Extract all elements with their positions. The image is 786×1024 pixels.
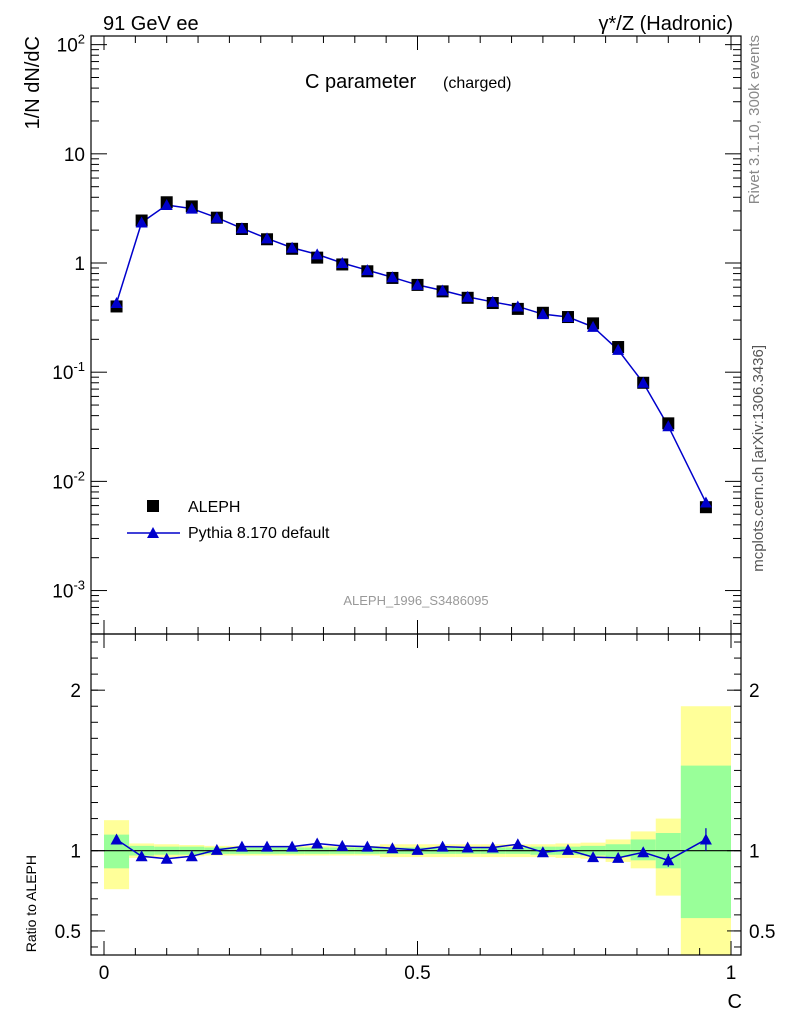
ratio-mc-point (536, 846, 549, 858)
pythia-point (185, 202, 198, 214)
header-left: 91 GeV ee (103, 13, 199, 35)
ratio-mc-point (561, 843, 574, 855)
pythia-point (160, 198, 173, 210)
ratio-mc-point (185, 850, 198, 862)
main-ytick-label: 10-2 (52, 468, 85, 493)
ratio-mc-point (587, 851, 600, 863)
x-tick-label: 1 (726, 963, 737, 984)
ratio-mc-point (110, 833, 123, 845)
pythia-point (511, 300, 524, 312)
chart-title: C parameter (305, 71, 416, 93)
ratio-mc-point (210, 843, 223, 855)
ratio-bands (104, 706, 731, 955)
pythia-point (311, 248, 324, 260)
pythia-point (210, 211, 223, 223)
ratio-mc-point (662, 854, 675, 866)
chart-title-suffix: (charged) (443, 75, 511, 92)
ratio-ytick-label-left: 2 (70, 681, 81, 702)
main-series (110, 196, 712, 514)
pythia-point (110, 297, 123, 309)
legend-label-aleph: ALEPH (188, 499, 240, 516)
pythia-point (699, 496, 712, 508)
main-frame (90, 35, 742, 635)
pythia-point (436, 284, 449, 296)
rivet-label: Rivet 3.1.10, 300k events (746, 35, 763, 204)
x-tick-label: 0 (99, 963, 110, 984)
main-ytick-label: 1 (74, 254, 85, 275)
ratio-ytick-label-right: 2 (749, 681, 760, 702)
legend-marker-pythia (147, 527, 159, 538)
main-axes: 10-3 10-2 10-1 1 10 102 (52, 32, 742, 635)
ratio-mc-point (235, 840, 248, 852)
pythia-point (261, 232, 274, 244)
pythia-point (587, 320, 600, 332)
main-ylabel: 1/N dN/dC (22, 36, 44, 129)
pythia-point (135, 216, 148, 228)
ratio-mc-point (612, 851, 625, 863)
main-ytick-label: 10-1 (52, 359, 85, 384)
pythia-point (411, 278, 424, 290)
ratio-axes: 0.5 0.5 1 1 2 2 0 0.5 1 (55, 633, 775, 984)
pythia-point (536, 308, 549, 320)
x-tick-label: 0.5 (404, 963, 430, 984)
ratio-mc-point (637, 846, 650, 858)
ratio-mc-point (461, 841, 474, 853)
ratio-mc-point (336, 839, 349, 851)
pythia-point (612, 343, 625, 355)
pythia-point (286, 241, 299, 253)
main-ytick-label: 10 (64, 145, 85, 166)
ratio-ytick-label-right: 1 (749, 842, 760, 863)
ratio-mc-point (699, 833, 712, 845)
ratio-mc-point (160, 852, 173, 864)
header-right: γ*/Z (Hadronic) (599, 13, 733, 35)
ratio-mc-point (286, 840, 299, 852)
pythia-point (561, 311, 574, 323)
ratio-mc-point (135, 850, 148, 862)
ratio-ytick-label-right: 0.5 (749, 922, 775, 943)
x-axis-title: C (728, 991, 742, 1013)
ratio-ytick-label-left: 0.5 (55, 922, 81, 943)
legend-label-pythia: Pythia 8.170 default (188, 525, 330, 542)
ratio-mc-point (436, 840, 449, 852)
legend-marker-aleph (147, 500, 159, 512)
ratio-mc-point (386, 842, 399, 854)
ratio-series (110, 828, 712, 867)
ratio-mc-line (116, 838, 707, 862)
pythia-point (637, 376, 650, 388)
pythia-point (461, 290, 474, 302)
ratio-mc-point (486, 841, 499, 853)
ratio-ytick-label-left: 1 (70, 842, 81, 863)
ratio-mc-point (511, 838, 524, 850)
ratio-mc-point (261, 840, 274, 852)
pythia-point (486, 295, 499, 307)
pythia-point (235, 222, 248, 234)
ratio-ylabel: Ratio to ALEPH (23, 855, 39, 952)
pythia-point (361, 264, 374, 276)
legend: ALEPH Pythia 8.170 default (127, 499, 330, 542)
main-ytick-label: 102 (57, 32, 85, 57)
analysis-label: ALEPH_1996_S3486095 (343, 593, 488, 608)
main-ytick-label: 10-3 (52, 578, 85, 603)
ratio-frame (90, 633, 742, 956)
pythia-point (386, 271, 399, 283)
mcplots-label: mcplots.cern.ch [arXiv:1306.3436] (750, 345, 767, 572)
pythia-point (336, 257, 349, 269)
pythia-point (662, 420, 675, 432)
ratio-mc-point (411, 843, 424, 855)
ratio-mc-point (361, 840, 374, 852)
ratio-mc-point (311, 837, 324, 849)
